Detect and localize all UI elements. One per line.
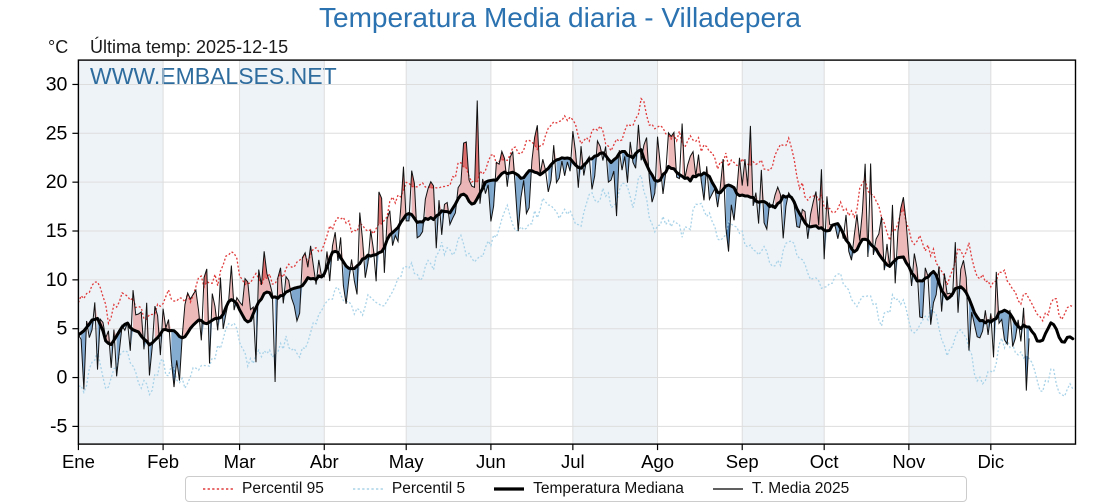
svg-text:Nov: Nov: [892, 451, 926, 472]
svg-text:-5: -5: [50, 415, 67, 437]
svg-text:Mar: Mar: [224, 451, 256, 472]
svg-text:Jun: Jun: [476, 451, 506, 472]
svg-text:10: 10: [46, 269, 68, 291]
svg-text:Dic: Dic: [977, 451, 1004, 472]
svg-text:5: 5: [57, 318, 68, 340]
svg-text:25: 25: [46, 122, 68, 144]
svg-text:30: 30: [46, 73, 68, 95]
svg-text:Oct: Oct: [810, 451, 839, 472]
svg-text:15: 15: [46, 220, 68, 242]
svg-text:20: 20: [46, 171, 68, 193]
svg-text:Jul: Jul: [561, 451, 585, 472]
svg-text:Sep: Sep: [726, 451, 759, 472]
svg-text:Abr: Abr: [310, 451, 339, 472]
svg-text:May: May: [389, 451, 425, 472]
svg-text:Feb: Feb: [147, 451, 179, 472]
svg-text:Ago: Ago: [641, 451, 674, 472]
svg-text:Ene: Ene: [62, 451, 95, 472]
svg-text:0: 0: [57, 367, 68, 389]
svg-text:WWW.EMBALSES.NET: WWW.EMBALSES.NET: [90, 63, 337, 89]
